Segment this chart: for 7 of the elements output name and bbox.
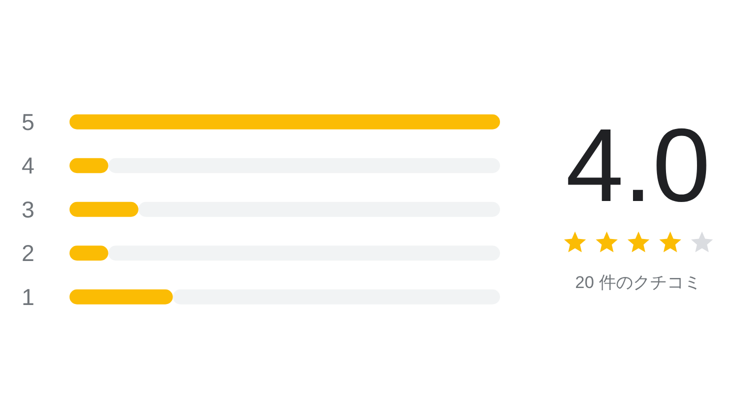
category-label: 1 (22, 284, 34, 310)
category-label: 3 (22, 196, 34, 222)
category-label: 5 (22, 108, 34, 135)
category-label: 2 (22, 240, 34, 266)
annotation: 20 件のクチコミ (575, 273, 701, 292)
category-label: 4 (22, 152, 34, 179)
value-label: 4.0 (566, 108, 710, 224)
